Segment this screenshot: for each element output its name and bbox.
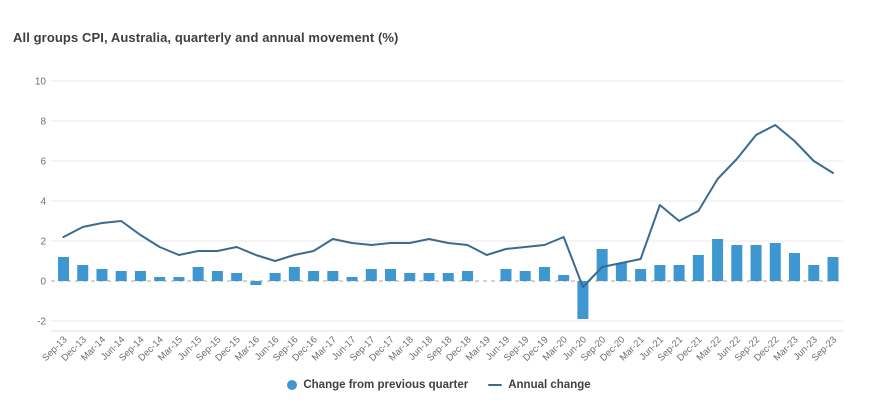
bar-Jun-17 <box>346 277 358 281</box>
bar-Dec-14 <box>154 277 166 281</box>
bar-Dec-15 <box>231 273 243 281</box>
y-tick-label-0: 0 <box>40 277 46 288</box>
bar-Sep-23 <box>827 257 839 281</box>
bar-Sep-13 <box>58 257 69 281</box>
y-tick-label-4: 4 <box>40 197 46 208</box>
bar-Jun-19 <box>500 269 512 281</box>
bar-Mar-14 <box>96 269 108 281</box>
bar-Mar-20 <box>558 275 570 281</box>
cpi-combo-chart: 1086420-2Sep-13Dec-13Mar-14Jun-14Sep-14D… <box>35 77 843 364</box>
bar-Sep-20 <box>596 249 608 281</box>
bar-Sep-14 <box>134 271 146 281</box>
bar-Jun-18 <box>423 273 435 281</box>
bar-Jun-21 <box>654 265 666 281</box>
bar-Jun-23 <box>808 265 820 281</box>
bar-Mar-22 <box>712 239 724 281</box>
bar-Sep-16 <box>288 267 300 281</box>
bar-Dec-20 <box>615 263 627 281</box>
bar-Mar-18 <box>404 273 416 281</box>
legend-circle-icon <box>287 380 298 390</box>
bar-Jun-16 <box>269 273 281 281</box>
bar-Mar-23 <box>789 253 801 281</box>
bar-Sep-21 <box>673 265 685 281</box>
y-tick-label-10: 10 <box>35 77 47 88</box>
bar-Jun-20 <box>577 281 589 319</box>
legend-label-quarterly: Change from previous quarter <box>303 379 469 391</box>
bar-Dec-13 <box>77 265 89 281</box>
legend-line-icon <box>488 383 503 387</box>
bar-Dec-18 <box>461 271 473 281</box>
chart-title: All groups CPI, Australia, quarterly and… <box>13 30 399 45</box>
bar-Sep-17 <box>365 269 377 281</box>
legend-label-annual: Annual change <box>508 379 591 391</box>
bar-Dec-19 <box>538 267 550 281</box>
bar-Mar-15 <box>173 277 185 281</box>
bar-Mar-16 <box>250 281 262 285</box>
bar-Dec-16 <box>308 271 320 281</box>
y-tick-label-2: 2 <box>40 237 46 248</box>
bar-Jun-14 <box>115 271 127 281</box>
y-tick-label--2: -2 <box>37 317 46 328</box>
bar-Sep-15 <box>211 271 223 281</box>
bar-Mar-21 <box>635 269 647 281</box>
bar-Dec-17 <box>385 269 397 281</box>
bar-Jun-15 <box>192 267 204 281</box>
annual-change-line <box>62 124 834 288</box>
y-tick-label-6: 6 <box>40 157 46 168</box>
bar-Sep-18 <box>442 273 454 281</box>
bar-Dec-21 <box>692 255 704 281</box>
bar-Sep-22 <box>750 245 762 281</box>
legend: Change from previous quarter Annual chan… <box>0 379 878 391</box>
bar-Sep-19 <box>519 271 531 281</box>
y-tick-label-8: 8 <box>40 117 46 128</box>
legend-item-quarterly-change[interactable]: Change from previous quarter <box>287 379 468 391</box>
bar-Jun-22 <box>731 245 743 281</box>
bar-Dec-22 <box>769 243 781 281</box>
bar-Mar-17 <box>327 271 339 281</box>
legend-item-annual-change[interactable]: Annual change <box>488 379 591 391</box>
